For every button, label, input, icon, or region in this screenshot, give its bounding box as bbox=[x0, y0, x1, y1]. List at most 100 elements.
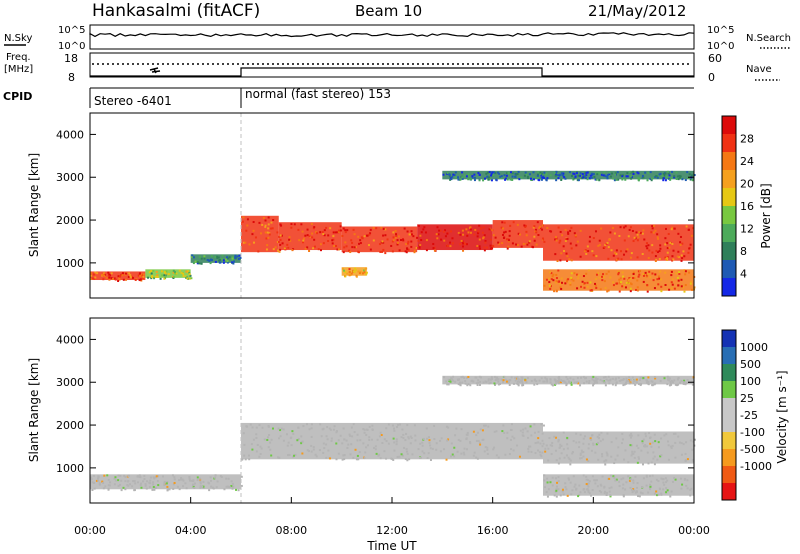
power-cell bbox=[673, 287, 676, 290]
velocity-cell bbox=[530, 450, 533, 453]
velocity-cell bbox=[475, 382, 478, 385]
velocity-cell bbox=[637, 434, 640, 437]
power-cell bbox=[236, 255, 239, 258]
power-cell bbox=[677, 250, 680, 253]
velocity-cell bbox=[558, 457, 561, 460]
power-cell bbox=[107, 271, 110, 274]
velocity-cell bbox=[632, 452, 635, 455]
velocity-cell bbox=[378, 435, 381, 438]
velocity-cell bbox=[662, 481, 665, 484]
velocity-cell bbox=[649, 475, 652, 478]
power-cell bbox=[618, 282, 621, 285]
velocity-cell bbox=[595, 479, 598, 482]
velocity-cell bbox=[674, 456, 677, 459]
power-cell bbox=[549, 287, 552, 290]
power-cell bbox=[566, 255, 569, 258]
velocity-cell bbox=[562, 493, 565, 496]
power-cell bbox=[533, 225, 536, 228]
power-cell bbox=[641, 232, 644, 235]
power-cell bbox=[477, 230, 480, 233]
power-cell bbox=[554, 238, 557, 241]
power-cell bbox=[442, 173, 445, 176]
power-cell bbox=[384, 252, 387, 255]
velocity-cell bbox=[679, 477, 682, 480]
velocity-cell bbox=[567, 456, 570, 459]
power-cell bbox=[671, 278, 674, 281]
velocity-cell bbox=[544, 376, 547, 379]
power-cell bbox=[118, 278, 121, 281]
velocity-cell bbox=[193, 486, 196, 489]
power-cell bbox=[344, 241, 347, 244]
power-cell bbox=[159, 277, 162, 280]
power-cell bbox=[344, 275, 347, 278]
power-cell bbox=[448, 174, 451, 177]
power-cell bbox=[679, 175, 682, 178]
power-cell bbox=[680, 177, 683, 180]
power-colorbar-cell bbox=[722, 152, 736, 170]
velocity-cell bbox=[138, 474, 141, 477]
velocity-cell bbox=[403, 446, 406, 449]
velocity-cell bbox=[371, 428, 374, 431]
velocity-cell bbox=[659, 380, 662, 383]
velocity-cell bbox=[526, 430, 529, 433]
velocity-cell bbox=[587, 482, 590, 485]
power-cell bbox=[344, 271, 347, 274]
power-cell bbox=[406, 242, 409, 245]
velocity-cell bbox=[575, 432, 578, 435]
velocity-cell bbox=[652, 451, 655, 454]
power-cell bbox=[446, 244, 449, 247]
velocity-cell bbox=[421, 450, 424, 453]
power-cell bbox=[637, 177, 640, 180]
power-cell bbox=[688, 247, 691, 250]
power-cell bbox=[382, 248, 385, 251]
power-cell bbox=[683, 269, 686, 272]
velocity-cell bbox=[597, 441, 600, 444]
power-cell bbox=[617, 257, 620, 260]
velocity-cell bbox=[655, 490, 658, 493]
power-cell bbox=[90, 272, 93, 275]
velocity-cell bbox=[596, 377, 599, 380]
power-cell bbox=[510, 171, 513, 174]
power-cell bbox=[570, 259, 573, 262]
power-cell bbox=[406, 230, 409, 233]
velocity-cell bbox=[554, 382, 557, 385]
velocity-cell bbox=[580, 449, 583, 452]
velocity-cell bbox=[460, 428, 463, 431]
velocity-cell bbox=[287, 441, 290, 444]
velocity-cell bbox=[677, 376, 680, 379]
y-tick-label: 2000 bbox=[56, 214, 84, 227]
velocity-cell bbox=[114, 476, 117, 479]
velocity-cell bbox=[452, 375, 455, 378]
velocity-cell bbox=[622, 384, 625, 387]
velocity-cell bbox=[466, 431, 469, 434]
power-cell bbox=[241, 220, 244, 223]
velocity-cell bbox=[564, 486, 567, 489]
velocity-cell bbox=[510, 376, 513, 379]
velocity-colorbar-cell bbox=[722, 381, 736, 398]
power-cell bbox=[626, 172, 629, 175]
velocity-cell bbox=[618, 484, 621, 487]
power-cell bbox=[633, 277, 636, 280]
velocity-cell bbox=[654, 377, 657, 380]
power-cell bbox=[624, 178, 627, 181]
velocity-cell bbox=[429, 447, 432, 450]
velocity-cell bbox=[515, 377, 518, 380]
power-cell bbox=[638, 231, 641, 234]
freq-tick-top: 18 bbox=[64, 52, 78, 65]
power-cell bbox=[679, 241, 682, 244]
power-cell bbox=[486, 175, 489, 178]
velocity-cell bbox=[579, 491, 582, 494]
velocity-cell bbox=[196, 476, 199, 479]
velocity-cell bbox=[647, 380, 650, 383]
power-cell bbox=[436, 226, 439, 229]
power-cell bbox=[351, 246, 354, 249]
power-cell bbox=[653, 287, 656, 290]
power-cell bbox=[117, 279, 120, 282]
power-cell bbox=[302, 239, 305, 242]
power-cell bbox=[420, 231, 423, 234]
velocity-cell bbox=[549, 381, 552, 384]
velocity-cell bbox=[427, 452, 430, 455]
power-cell bbox=[382, 241, 385, 244]
power-cell bbox=[187, 271, 190, 274]
power-cell bbox=[182, 274, 185, 277]
